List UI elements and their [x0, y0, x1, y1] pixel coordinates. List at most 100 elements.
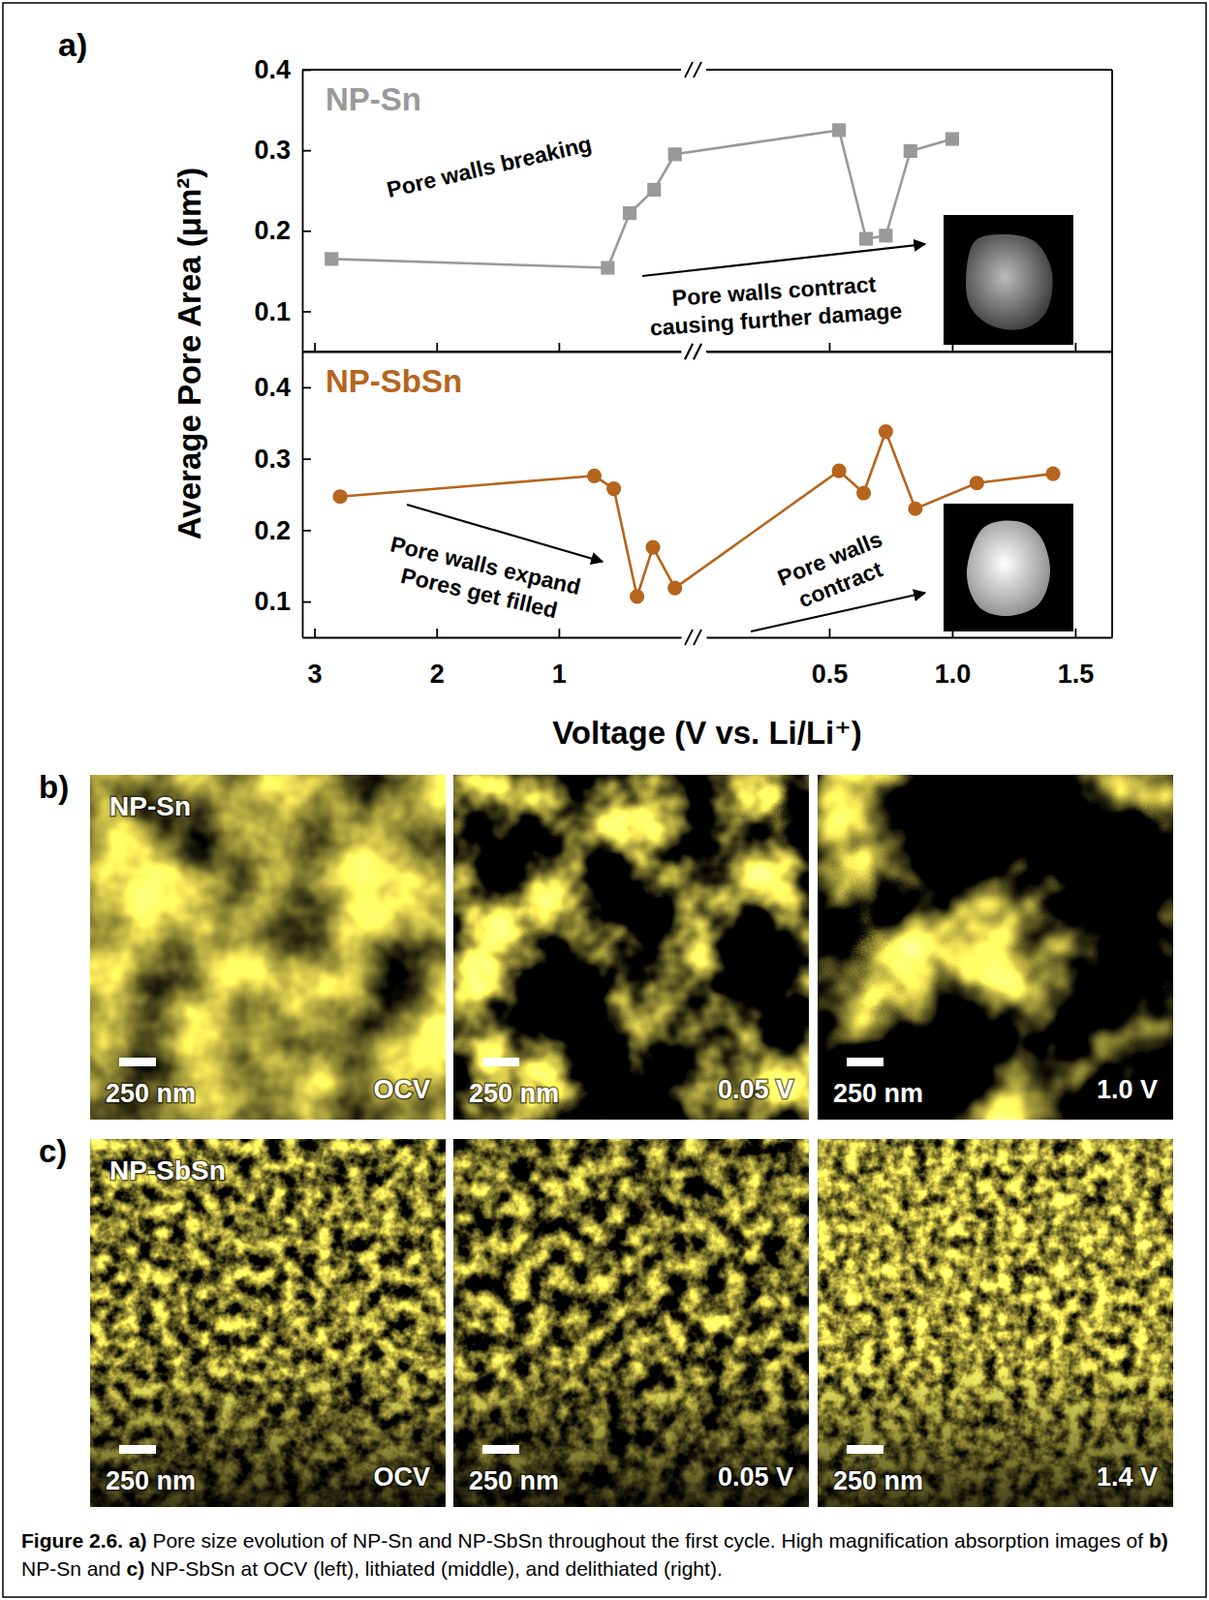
axis-break	[693, 62, 702, 78]
axis-line	[303, 637, 682, 640]
axis-title: Voltage (V vs. Li/Li⁺)	[552, 714, 862, 751]
data-point	[668, 147, 682, 161]
inset-background	[943, 503, 1074, 632]
image-texture	[453, 775, 809, 1120]
axis-title: Average Pore Area (μm²)	[171, 167, 208, 541]
panel-label: b)	[38, 769, 69, 806]
tick-mark	[302, 458, 311, 461]
data-point	[645, 540, 660, 556]
scale-bar-label: 250 nm	[468, 1079, 559, 1109]
annotation: Pore walls expandPores get filled	[381, 531, 584, 628]
tick-label: 0.4	[253, 372, 291, 403]
caption-text: lithiated	[359, 1557, 435, 1581]
tick-label: 1	[552, 659, 567, 689]
caption-text: Pore	[147, 1529, 196, 1552]
state-label: 0.05 V	[717, 1075, 794, 1105]
image-texture	[90, 1139, 446, 1508]
x-axis	[303, 342, 682, 353]
tick-label: 0.2	[253, 516, 291, 546]
data-point	[832, 123, 846, 137]
axis-line	[303, 351, 682, 354]
annotation-arrow	[642, 244, 926, 277]
tick-label: 0.3	[253, 444, 291, 474]
state-label: OCV	[372, 1075, 431, 1105]
tick-mark	[1075, 342, 1078, 352]
y-tick: 0.1	[253, 587, 311, 617]
caption-text: evolution	[237, 1529, 325, 1552]
x-axis: 321	[303, 628, 682, 689]
axis-break	[684, 62, 693, 78]
data-point	[1045, 466, 1060, 482]
chart: 321 0.5 1.0 1.5 0.1 0.2 0.3 0.4 NP-SbSn Pore wall…	[253, 343, 1113, 689]
tick-mark	[313, 628, 316, 638]
frame-line	[1111, 351, 1114, 638]
scale-bar	[482, 1445, 520, 1455]
axis-line	[302, 352, 305, 639]
frame-line	[1111, 69, 1114, 352]
scale-bar-label: 250 nm	[833, 1079, 924, 1109]
annotation-line: causing further damage	[649, 297, 903, 341]
annotation: Pore walls breaking	[384, 130, 594, 203]
tick-label: 0.5	[811, 659, 849, 689]
tick-mark	[302, 529, 311, 532]
caption-text: High	[775, 1529, 824, 1552]
x-tick: 3	[308, 628, 323, 689]
caption-text: cycle.	[717, 1529, 776, 1552]
data-point	[324, 251, 339, 266]
caption-text: NP-Sn	[21, 1557, 82, 1581]
caption-line: NP-Sn and c) NP-SbSn at OCV (left), lith…	[21, 1557, 723, 1581]
y-axis: 0.1 0.2 0.3 0.4	[253, 352, 311, 639]
tick-mark	[435, 342, 438, 352]
data-point	[903, 144, 918, 158]
data-point	[945, 131, 960, 146]
scale-bar-label: 250 nm	[105, 1079, 196, 1109]
tick-mark	[313, 342, 316, 352]
caption-text: Figure	[21, 1529, 84, 1552]
caption-text: and	[520, 1557, 560, 1581]
caption-text: and	[81, 1557, 122, 1581]
tick-label: 1.5	[1057, 659, 1095, 689]
x-tick: 0.5	[811, 628, 849, 689]
scale-bar-label: 250 nm	[105, 1466, 196, 1496]
tick-label: 1.0	[934, 659, 972, 689]
caption-text: a)	[123, 1529, 148, 1552]
caption-text: b)	[1143, 1529, 1169, 1552]
scale-bar	[119, 1445, 156, 1455]
caption-text: NP-Sn	[346, 1529, 413, 1552]
annotation-arrow	[750, 592, 926, 632]
caption-text: delithiated	[559, 1557, 659, 1581]
x-axis: 0.5 1.0 1.5	[707, 628, 1114, 689]
x-tick: 1	[552, 628, 567, 689]
data-point	[859, 232, 873, 247]
sample-label: NP-SbSn	[109, 1155, 226, 1186]
frame-line	[302, 68, 682, 71]
caption-text: of	[324, 1529, 348, 1552]
tick-mark	[302, 601, 311, 604]
axis-break	[693, 629, 702, 646]
x-tick	[314, 342, 316, 352]
micrograph: 250 nm1.0 V	[817, 775, 1174, 1120]
image-background	[817, 1139, 1174, 1508]
frame-line	[302, 350, 682, 353]
scale-bar-label: 250 nm	[833, 1466, 924, 1496]
data-point	[878, 228, 893, 243]
state-label: OCV	[372, 1462, 431, 1492]
inset	[943, 215, 1074, 345]
data-point	[878, 424, 894, 439]
tick-mark	[558, 628, 560, 638]
caption-text: (right).	[657, 1557, 723, 1581]
frame-line	[706, 350, 1113, 353]
y-tick: 0.3	[253, 444, 311, 474]
caption-text: NP-SbSn	[452, 1529, 543, 1552]
data-point	[907, 501, 923, 517]
tick-mark	[302, 310, 311, 313]
data-point	[667, 581, 682, 596]
chart-title: NP-SbSn	[325, 363, 463, 400]
y-tick: 0.4	[253, 55, 311, 85]
caption-text: (middle),	[434, 1557, 521, 1581]
data-point	[629, 589, 645, 604]
scale-bar	[482, 1057, 520, 1067]
y-tick: 0.3	[253, 135, 311, 165]
annotation-arrow	[406, 504, 603, 562]
image-texture	[453, 1139, 809, 1508]
